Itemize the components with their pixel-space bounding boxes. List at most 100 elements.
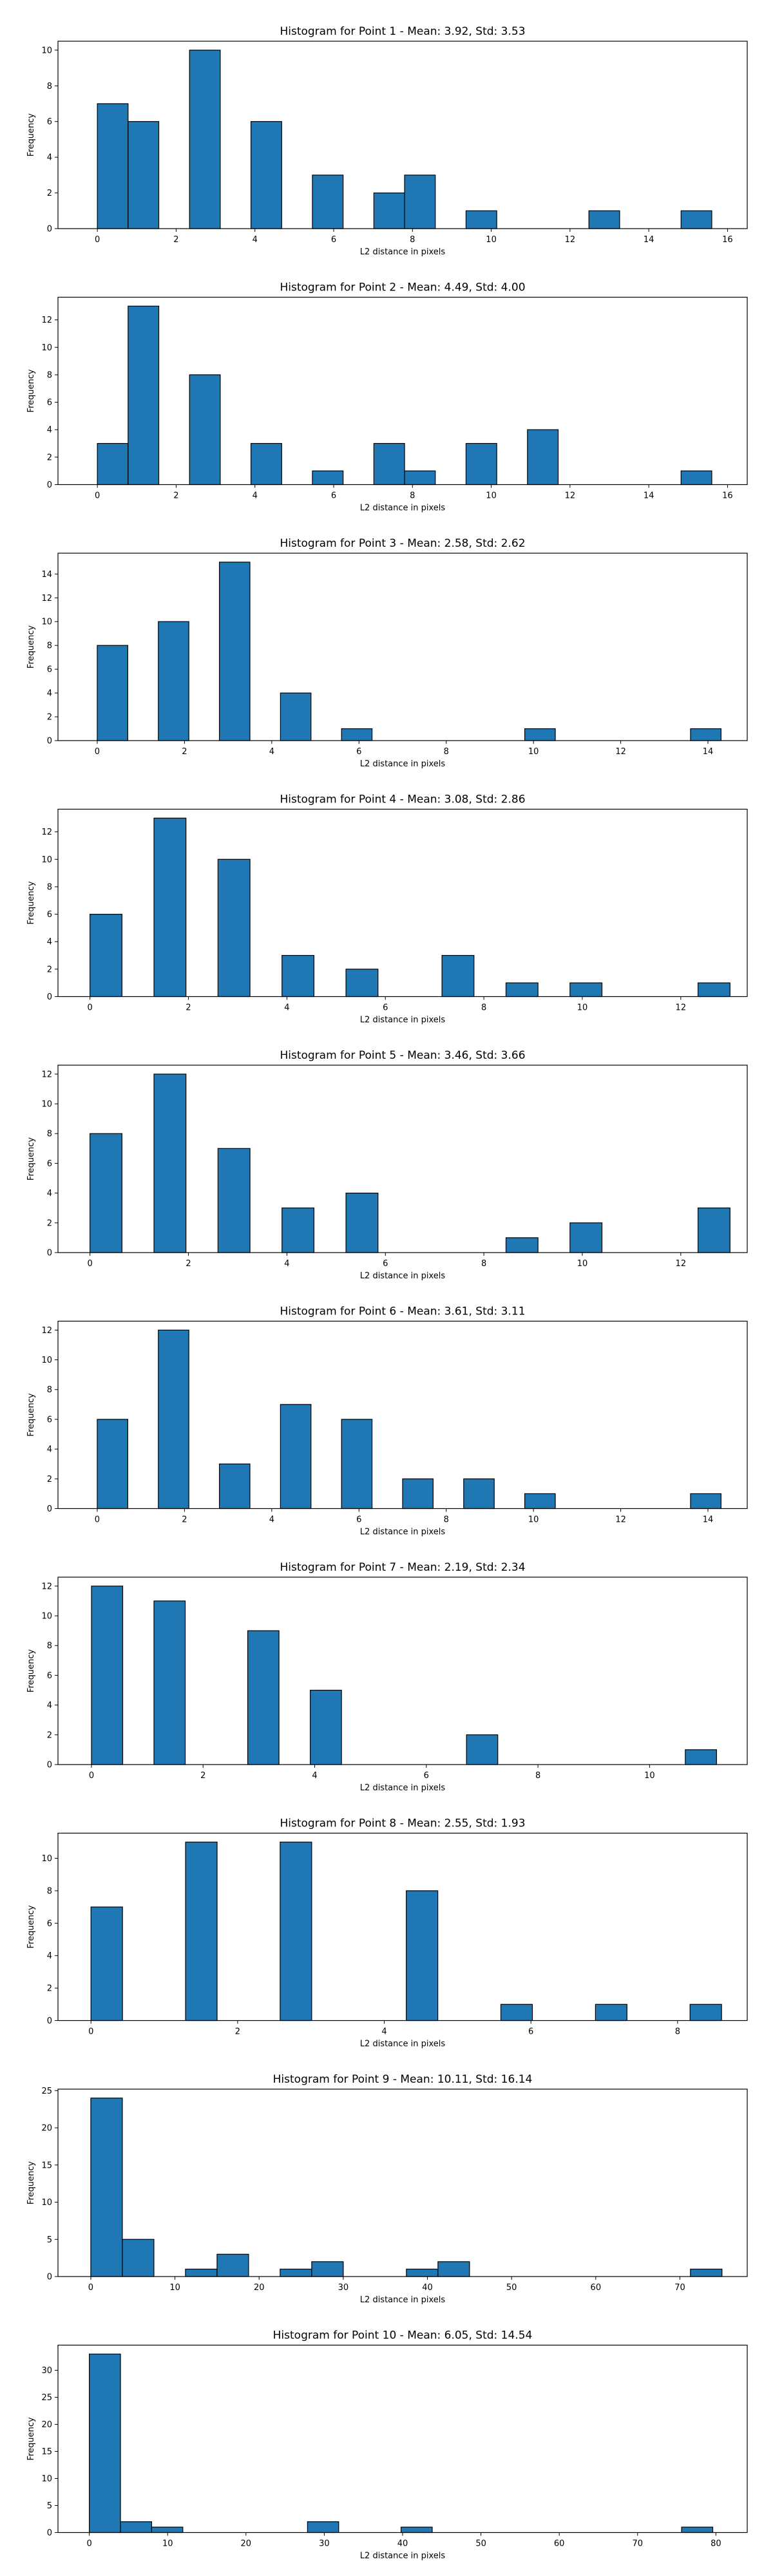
histogram-bar (341, 1419, 373, 1510)
x-tick-label: 2 (186, 1003, 191, 1013)
x-tick-label: 10 (577, 1003, 588, 1013)
histogram-bar (90, 1133, 122, 1253)
x-tick-label: 80 (711, 2539, 721, 2549)
y-tick-label: 8 (47, 641, 52, 651)
histogram-bar (569, 1222, 603, 1253)
y-tick-label: 4 (47, 1189, 52, 1198)
x-tick-label: 40 (397, 2539, 408, 2549)
histogram-bar (681, 2526, 714, 2533)
histogram-bar (373, 192, 405, 229)
y-axis-label: Frequency (26, 1393, 36, 1436)
histogram-bar (90, 913, 122, 998)
histogram-bar (588, 210, 620, 229)
x-tick-label: 4 (381, 2027, 386, 2037)
plot-frame (57, 553, 748, 741)
y-axis-label: Frequency (26, 1905, 36, 1948)
y-axis-label: Frequency (26, 1649, 36, 1692)
histogram-bar (218, 1463, 251, 1510)
y-tick-label: 4 (47, 426, 52, 435)
y-tick-label: 0 (47, 2016, 52, 2026)
y-tick-label: 0 (47, 992, 52, 1002)
x-tick-label: 0 (88, 2027, 93, 2037)
plot-frame (57, 296, 748, 486)
x-tick-label: 4 (253, 235, 258, 245)
histogram-panel-5: Histogram for Point 5 - Mean: 3.46, Std:… (26, 1049, 748, 1281)
histogram-bar (690, 1493, 721, 1510)
histogram-bar (463, 1478, 495, 1510)
y-axis-label: Frequency (26, 2417, 36, 2460)
histogram-bar (185, 2268, 218, 2277)
x-tick-label: 0 (88, 2283, 93, 2293)
x-tick-label: 60 (554, 2539, 565, 2549)
histogram-bar (685, 1749, 717, 1765)
x-tick-label: 50 (506, 2283, 517, 2293)
histogram-bar (400, 2526, 433, 2533)
y-tick-label: 2 (47, 189, 52, 198)
x-tick-label: 40 (422, 2283, 433, 2293)
x-tick-label: 14 (703, 747, 714, 757)
y-tick-label: 0 (47, 737, 52, 746)
histogram-bar (524, 728, 556, 741)
x-tick-label: 2 (235, 2027, 240, 2037)
histogram-bar (404, 175, 436, 229)
x-axis-label: L2 distance in pixels (360, 1016, 446, 1025)
plot-frame (57, 2344, 748, 2533)
histogram-bar (697, 982, 730, 998)
y-tick-label: 20 (41, 2420, 52, 2430)
histogram-bar (185, 1841, 218, 2022)
plot-frame (57, 1832, 748, 2022)
x-tick-label: 0 (95, 491, 100, 501)
x-tick-label: 14 (644, 491, 654, 501)
histogram-panel-6: Histogram for Point 6 - Mean: 3.61, Std:… (26, 1305, 748, 1537)
y-tick-label: 10 (41, 1356, 52, 1365)
histogram-bar (280, 1404, 312, 1510)
y-tick-label: 10 (41, 855, 52, 865)
x-tick-label: 2 (173, 235, 178, 245)
y-tick-label: 2 (47, 965, 52, 974)
x-tick-label: 4 (253, 491, 258, 501)
histogram-bar (465, 442, 497, 486)
y-tick-label: 8 (47, 82, 52, 91)
y-tick-label: 10 (41, 1100, 52, 1110)
x-axis-label: L2 distance in pixels (360, 2295, 446, 2305)
histogram-bar (153, 1074, 187, 1253)
histogram-bar (91, 1586, 124, 1765)
x-tick-label: 0 (95, 235, 100, 245)
chart-title: Histogram for Point 4 - Mean: 3.08, Std:… (280, 793, 525, 806)
y-tick-label: 8 (47, 370, 52, 380)
x-axis-label: L2 distance in pixels (360, 504, 446, 513)
x-tick-label: 70 (674, 2283, 685, 2293)
histogram-bar (153, 817, 187, 998)
histogram-bar (465, 210, 497, 229)
histogram-panel-2: Histogram for Point 2 - Mean: 4.49, Std:… (26, 281, 748, 513)
plot-frame (57, 1577, 748, 1765)
histogram-bar (282, 954, 315, 998)
y-tick-label: 2 (47, 453, 52, 462)
y-tick-label: 2 (47, 1730, 52, 1740)
histogram-bar (97, 103, 129, 229)
x-tick-label: 4 (312, 1771, 317, 1781)
plot-frame (57, 808, 748, 998)
histogram-bar (216, 2253, 249, 2277)
x-axis-label: L2 distance in pixels (360, 1783, 446, 1793)
histogram-panel-8: Histogram for Point 8 - Mean: 2.55, Std:… (26, 1817, 748, 2049)
y-tick-label: 8 (47, 1886, 52, 1896)
x-tick-label: 30 (319, 2539, 330, 2549)
y-tick-label: 4 (47, 938, 52, 947)
histogram-bar (90, 2098, 123, 2277)
x-axis-label: L2 distance in pixels (360, 247, 446, 257)
x-tick-label: 2 (182, 747, 187, 757)
x-tick-label: 16 (722, 235, 733, 245)
x-tick-label: 6 (424, 1771, 429, 1781)
histogram-bar (406, 2268, 439, 2277)
histogram-bar (153, 1600, 186, 1765)
x-tick-label: 8 (675, 2027, 680, 2037)
x-tick-label: 12 (615, 1515, 626, 1525)
histogram-bar (128, 121, 160, 229)
x-tick-label: 10 (528, 747, 539, 757)
chart-title: Histogram for Point 8 - Mean: 2.55, Std:… (280, 1817, 525, 1830)
plot-frame (57, 1320, 748, 1510)
x-tick-label: 10 (644, 1771, 655, 1781)
y-tick-label: 0 (47, 1249, 52, 1258)
x-tick-label: 30 (338, 2283, 349, 2293)
